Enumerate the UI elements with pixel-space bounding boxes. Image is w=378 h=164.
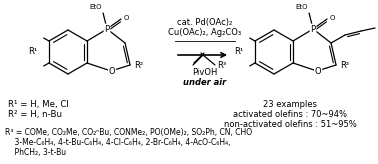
Text: 3-Me-C₆H₄, 4-t-Bu-C₆H₄, 4-Cl-C₆H₄, 2-Br-C₆H₄, 4-AcO-C₆H₄,: 3-Me-C₆H₄, 4-t-Bu-C₆H₄, 4-Cl-C₆H₄, 2-Br-… xyxy=(5,138,231,147)
Text: activated olefins : 70~94%: activated olefins : 70~94% xyxy=(233,110,347,119)
Text: O: O xyxy=(124,15,129,21)
Text: R³: R³ xyxy=(217,61,226,70)
Text: under air: under air xyxy=(183,78,227,87)
Text: P: P xyxy=(104,24,110,33)
Text: O: O xyxy=(330,15,335,21)
Text: cat. Pd(OAc)₂: cat. Pd(OAc)₂ xyxy=(177,18,232,27)
Text: PivOH: PivOH xyxy=(192,68,218,77)
Text: R²: R² xyxy=(134,62,143,71)
Text: R¹: R¹ xyxy=(28,48,37,57)
Text: 23 examples: 23 examples xyxy=(263,100,317,109)
Text: PhCH₂, 3-t-Bu: PhCH₂, 3-t-Bu xyxy=(5,148,66,157)
Text: R¹: R¹ xyxy=(234,48,243,57)
Text: EtO: EtO xyxy=(90,4,102,10)
Text: O: O xyxy=(109,66,115,75)
Text: O: O xyxy=(109,66,115,75)
Text: EtO: EtO xyxy=(296,4,308,10)
Text: R² = H, n-Bu: R² = H, n-Bu xyxy=(8,110,62,119)
Text: P: P xyxy=(310,24,316,33)
Text: R¹ = H, Me, Cl: R¹ = H, Me, Cl xyxy=(8,100,69,109)
Text: R³ = COMe, CO₂Me, CO₂ⁿBu, CONMe₂, PO(OMe)₂, SO₂Ph, CN, CHO: R³ = COMe, CO₂Me, CO₂ⁿBu, CONMe₂, PO(OMe… xyxy=(5,128,252,137)
Text: P: P xyxy=(104,24,110,33)
Text: R²: R² xyxy=(340,62,349,71)
Text: non-activated olefins : 51~95%: non-activated olefins : 51~95% xyxy=(224,120,356,129)
Text: Cu(OAc)₂, Ag₂CO₃: Cu(OAc)₂, Ag₂CO₃ xyxy=(169,28,242,37)
Text: O: O xyxy=(315,66,321,75)
